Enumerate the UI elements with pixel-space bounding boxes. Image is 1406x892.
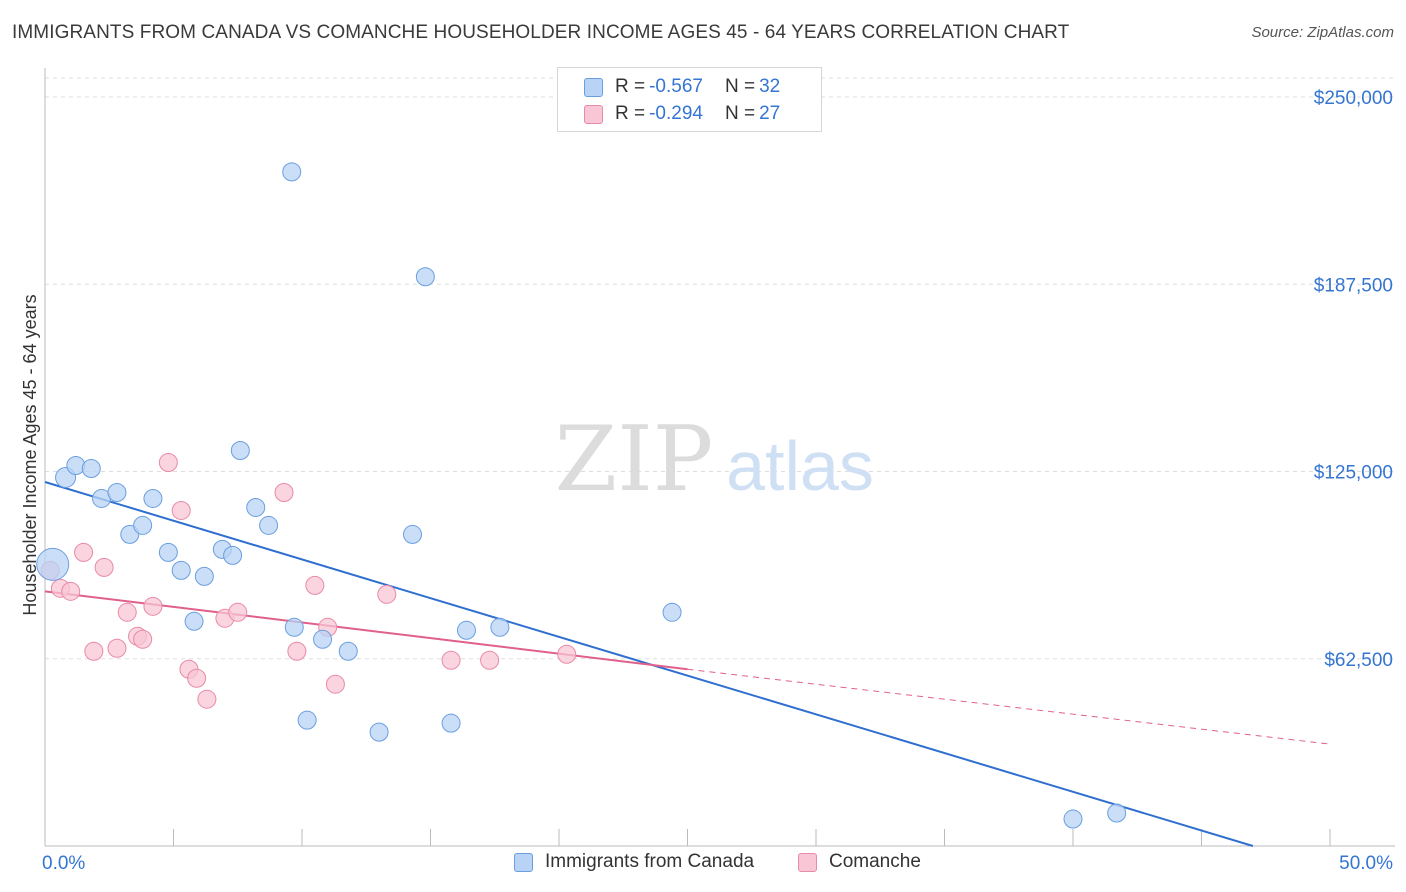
data-point-canada — [662, 602, 682, 622]
legend-swatch-blue — [584, 77, 603, 97]
data-point-comanche — [133, 629, 153, 649]
data-point-canada — [441, 713, 461, 733]
trend-line-extension — [687, 668, 1331, 745]
data-point-canada — [259, 515, 279, 535]
legend-row-canada: R = -0.567 N = 32 — [558, 74, 780, 100]
legend-label: Comanche — [829, 851, 921, 872]
legend-label: Immigrants from Canada — [545, 851, 755, 872]
data-point-canada — [171, 560, 191, 580]
data-point-canada — [194, 566, 214, 586]
legend-n-value: 27 — [759, 103, 781, 124]
data-point-comanche — [94, 557, 114, 577]
data-point-canada — [133, 515, 153, 535]
y-tick-label: $125,000 — [1314, 463, 1393, 484]
data-point-comanche — [557, 644, 577, 664]
data-point-canada — [184, 611, 204, 631]
data-point-comanche — [228, 602, 248, 622]
stats-legend: R = -0.567 N = 32 R = -0.294 N = 27 — [557, 67, 822, 132]
data-point-comanche — [107, 638, 127, 658]
data-point-comanche — [480, 650, 500, 670]
data-point-comanche — [74, 542, 94, 562]
legend-n-label: N = — [724, 76, 756, 97]
legend-item-comanche: Comanche — [798, 851, 921, 873]
y-tick-label: $187,500 — [1314, 275, 1393, 296]
data-point-canada — [1107, 803, 1127, 823]
source-credit: Source: ZipAtlas.com — [1251, 24, 1394, 41]
data-point-canada — [415, 267, 435, 287]
legend-r-value: -0.567 — [649, 76, 703, 97]
trend-lines — [44, 481, 1331, 847]
data-point-canada — [246, 497, 266, 517]
axes — [44, 68, 1395, 847]
data-point-comanche — [61, 581, 81, 601]
data-point-comanche — [274, 482, 294, 502]
data-point-canada — [223, 545, 243, 565]
tick-labels: $62,500 $125,000 $187,500 $250,000 0.0% 50.0% — [42, 88, 1393, 874]
grid-lines — [45, 77, 1395, 660]
data-point-canada — [36, 547, 70, 581]
legend-swatch-blue — [514, 852, 533, 872]
data-point-comanche — [287, 641, 307, 661]
data-point-comanche — [441, 650, 461, 670]
y-tick-label: $62,500 — [1324, 650, 1393, 671]
data-point-canada — [403, 524, 423, 544]
legend-r-label: R = — [615, 103, 646, 124]
data-point-canada — [284, 617, 304, 637]
data-point-comanche — [143, 596, 163, 616]
data-point-comanche — [84, 641, 104, 661]
data-point-canada — [282, 162, 302, 182]
legend-n-value: 32 — [759, 76, 781, 97]
data-point-comanche — [187, 668, 207, 688]
data-point-comanche — [117, 602, 137, 622]
data-point-comanche — [377, 584, 397, 604]
legend-r-label: R = — [615, 76, 646, 97]
data-point-comanche — [197, 689, 217, 709]
legend-item-canada: Immigrants from Canada — [514, 851, 754, 873]
legend-r-value: -0.294 — [649, 103, 703, 124]
data-points — [36, 162, 1127, 829]
data-point-canada — [230, 441, 250, 461]
y-axis-label: Householder Income Ages 45 - 64 years — [20, 294, 40, 615]
data-point-canada — [313, 629, 333, 649]
data-point-canada — [369, 722, 389, 742]
legend-swatch-pink — [584, 104, 603, 124]
data-point-canada — [456, 620, 476, 640]
data-point-canada — [66, 456, 86, 476]
y-tick-label: $250,000 — [1314, 88, 1393, 109]
watermark-atlas: atlas — [726, 427, 874, 505]
legend-swatch-pink — [798, 852, 817, 872]
watermark-zip: ZIP — [555, 407, 714, 512]
data-point-canada — [158, 542, 178, 562]
series-legend: Immigrants from Canada Comanche — [0, 851, 1406, 879]
data-point-comanche — [171, 500, 191, 520]
data-point-comanche — [325, 674, 345, 694]
data-point-canada — [338, 641, 358, 661]
x-tick-label: 0.0% — [42, 853, 85, 874]
data-point-canada — [490, 617, 510, 637]
data-point-canada — [1063, 809, 1083, 829]
chart-title: IMMIGRANTS FROM CANADA VS COMANCHE HOUSE… — [12, 22, 1070, 43]
data-point-canada — [143, 488, 163, 508]
data-point-canada — [297, 710, 317, 730]
data-point-comanche — [305, 575, 325, 595]
legend-n-label: N = — [724, 103, 756, 124]
legend-row-comanche: R = -0.294 N = 27 — [558, 101, 780, 127]
data-point-canada — [107, 482, 127, 502]
data-point-comanche — [158, 453, 178, 473]
x-tick-label: 50.0% — [1339, 853, 1393, 874]
data-point-canada — [81, 459, 101, 479]
